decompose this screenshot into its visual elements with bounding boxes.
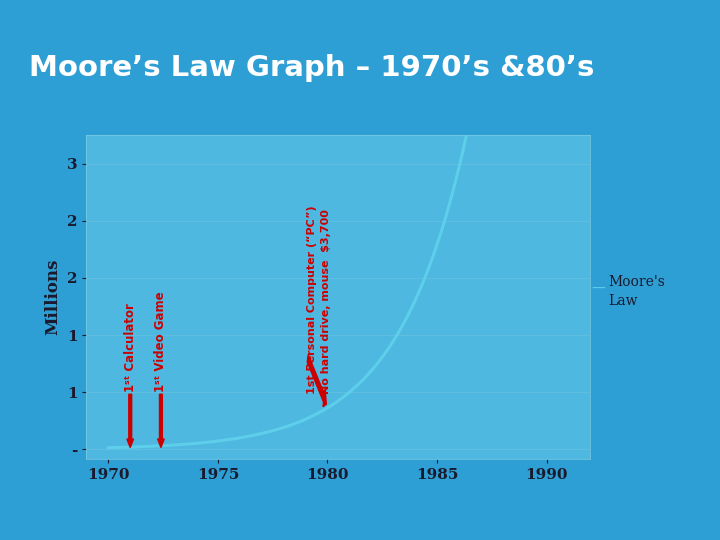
FancyArrow shape [158,394,164,448]
Text: 1ˢᵗ Calculator: 1ˢᵗ Calculator [124,303,137,392]
Text: Moore's
Law: Moore's Law [608,275,665,308]
FancyArrow shape [127,394,133,448]
Text: 1ˢᵗ Video Game: 1ˢᵗ Video Game [154,292,168,392]
Text: —: — [592,282,606,296]
Text: 1st Personal Computer (“PC”): 1st Personal Computer (“PC”) [307,206,317,394]
Y-axis label: Millions: Millions [44,259,61,335]
Text: No hard drive, mouse  $3,700: No hard drive, mouse $3,700 [321,210,331,394]
Text: Moore’s Law Graph – 1970’s &80’s: Moore’s Law Graph – 1970’s &80’s [29,54,594,82]
FancyArrow shape [307,355,326,407]
